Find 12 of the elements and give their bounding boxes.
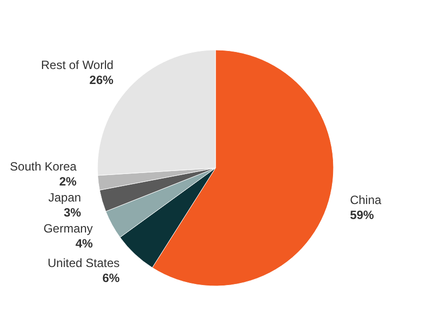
slice-label: Japan xyxy=(48,190,82,204)
slice-label: South Korea xyxy=(10,159,77,174)
data-label: 4% xyxy=(75,236,94,250)
slice-label: China xyxy=(350,193,382,208)
data-label: 6% xyxy=(102,271,120,286)
data-label: 26% xyxy=(89,73,114,88)
slice-label: Rest of World xyxy=(40,58,114,72)
data-label: 3% xyxy=(64,205,82,220)
data-label: 2% xyxy=(59,174,77,188)
slice-label: Germany xyxy=(43,221,93,236)
slice-label: United States xyxy=(48,256,120,270)
data-label: 59% xyxy=(350,208,374,222)
